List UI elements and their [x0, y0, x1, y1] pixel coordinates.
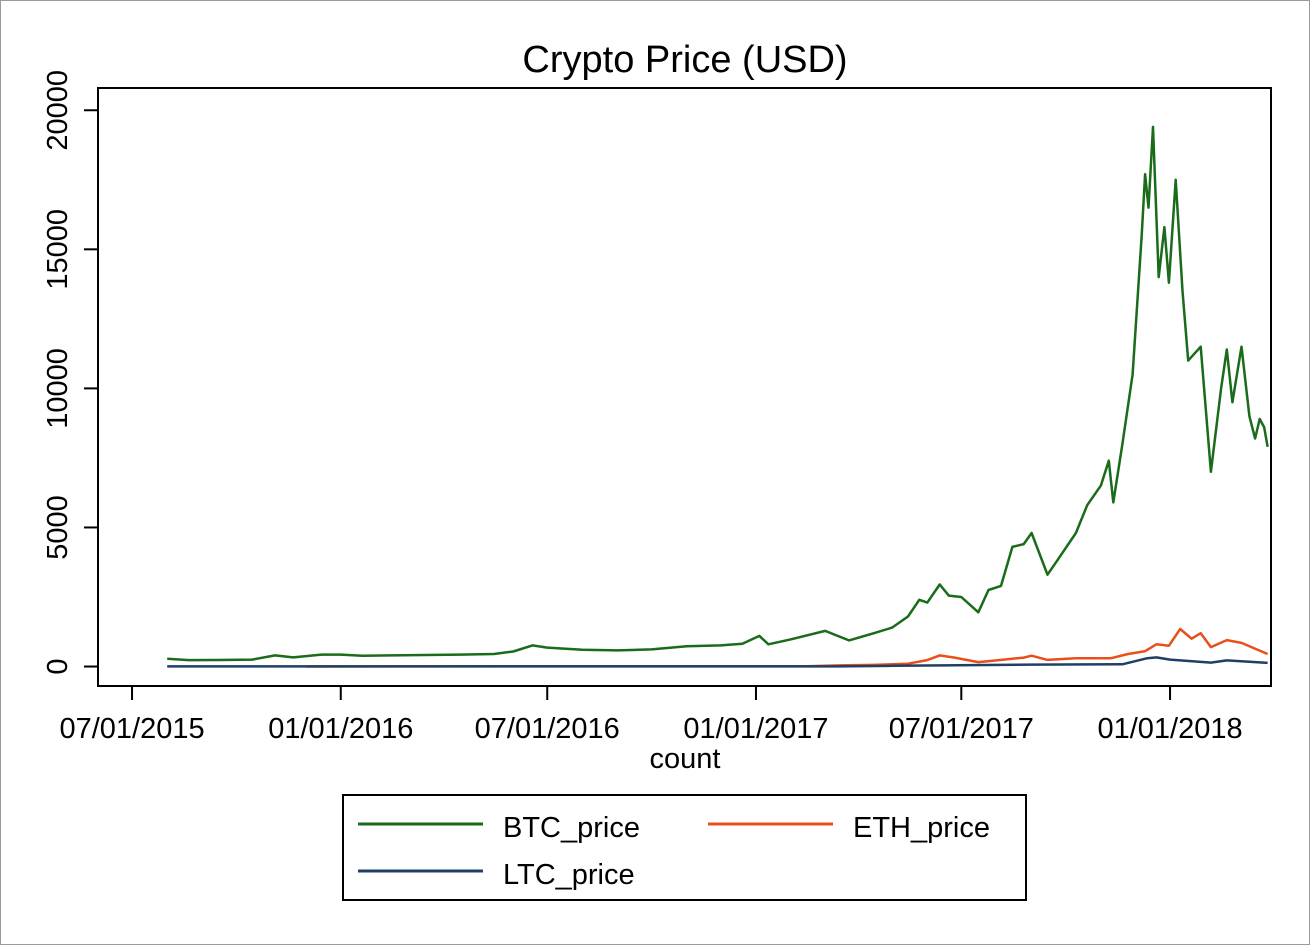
x-axis: 07/01/2015 01/01/2016 07/01/2016 01/01/2017… [59, 686, 1243, 745]
x-tick-label: 07/01/2017 [889, 713, 1034, 745]
y-tick-label: 0 [42, 658, 74, 674]
plot-area [97, 87, 1272, 687]
legend-label-eth: ETH_price [853, 812, 990, 844]
x-tick-label: 01/01/2018 [1097, 713, 1242, 745]
series-lines [167, 125, 1269, 668]
x-tick-label: 07/01/2016 [475, 713, 620, 745]
x-tick-label: 01/01/2017 [683, 713, 828, 745]
y-tick-label: 15000 [42, 209, 74, 290]
y-tick-label: 20000 [42, 70, 74, 151]
series-line-ltc-price [167, 656, 1268, 668]
legend-label-btc: BTC_price [503, 812, 640, 844]
x-tick-label: 01/01/2016 [268, 713, 413, 745]
x-tick-label: 07/01/2015 [59, 713, 204, 745]
y-axis: 0 5000 10000 15000 20000 [42, 70, 98, 675]
y-tick-label: 5000 [42, 495, 74, 560]
legend-box [342, 794, 1027, 901]
y-tick-label: 10000 [42, 348, 74, 429]
legend-label-ltc: LTC_price [503, 859, 635, 891]
chart-title: Crypto Price (USD) [522, 39, 847, 81]
x-axis-label: count [650, 743, 721, 775]
legend: BTC_price ETH_price LTC_price [342, 794, 1027, 901]
series-line-btc-price [167, 125, 1269, 662]
